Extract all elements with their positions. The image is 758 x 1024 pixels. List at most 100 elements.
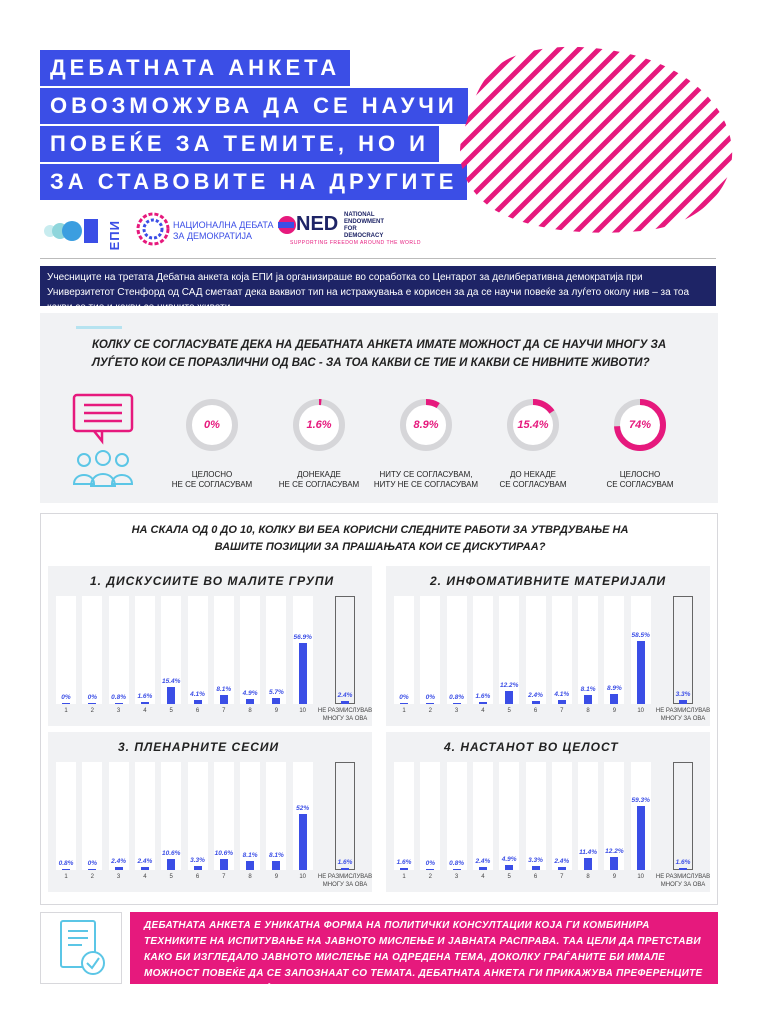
na-column <box>335 596 355 704</box>
na-tick-line2: МНОГУ ЗА ОВА <box>322 716 368 722</box>
na-tick-label: НЕ РАЗМИСЛУВАВ МНОГУ ЗА ОВА <box>315 873 375 889</box>
bar-value-label: 4.1% <box>190 690 205 698</box>
epi-logo-text: ЕПИ <box>107 220 122 251</box>
bar-value-label: 0% <box>399 693 409 701</box>
bar <box>298 813 307 870</box>
charts-title-line1: НА СКАЛА ОД 0 ДО 10, КОЛКУ ВИ БЕА КОРИСН… <box>131 524 629 536</box>
bar <box>246 698 255 704</box>
donut-value: 0% <box>204 419 220 431</box>
bar-value-label: 2.4% <box>475 858 491 866</box>
bar-value-label: 4.1% <box>554 690 570 698</box>
bar-column <box>82 596 103 704</box>
na-tick-line1: НЕ РАЗМИСЛУВАВ <box>655 874 711 880</box>
x-tick-label: 7 <box>222 874 226 880</box>
x-tick-label: 6 <box>533 874 538 880</box>
bar-value-label: 8.1% <box>268 852 284 860</box>
donut-arc <box>507 399 559 451</box>
chart-title: 3. ПЛЕНАРНИТЕ СЕСИИ <box>118 740 280 754</box>
bar <box>219 695 228 704</box>
bar-column <box>604 762 625 870</box>
bar-value-label: 4.9% <box>501 855 517 863</box>
donut-2: 1.6% <box>291 397 347 453</box>
x-tick-label: 5 <box>507 708 511 714</box>
na-value-label: 1.6% <box>337 859 353 867</box>
bar-column <box>394 762 414 870</box>
x-tick-label: 1 <box>402 708 406 714</box>
na-tick-line1: НЕ РАЗМИСЛУВАВ <box>317 874 373 880</box>
x-tick-label: 8 <box>248 708 252 714</box>
ned-full-2: ENDOWMENT <box>344 219 384 225</box>
x-tick-label: 7 <box>560 874 564 880</box>
x-tick-label: 1 <box>402 874 406 880</box>
donut-value: 74% <box>628 419 652 431</box>
bar <box>610 694 619 704</box>
bar <box>531 866 540 870</box>
bar <box>557 699 566 704</box>
na-bar <box>341 701 349 704</box>
bar-value-label: 8.1% <box>242 852 258 860</box>
bar <box>88 702 97 704</box>
bar <box>219 858 228 870</box>
national-debate-line1: НАЦИОНАЛНА ДЕБАТА <box>173 220 274 230</box>
bar-column <box>525 596 546 704</box>
x-tick-label: 8 <box>586 708 590 714</box>
x-tick-label: 2 <box>90 708 94 714</box>
bar-column <box>266 762 287 870</box>
bar <box>140 867 149 870</box>
donut-label-4: ДО НЕКАДЕ СЕ СОГЛАСУВАМ <box>478 470 588 490</box>
bar-column <box>420 762 441 870</box>
donut-track <box>186 399 238 451</box>
donut-label-1: ЦЕЛОСНО НЕ СЕ СОГЛАСУВАМ <box>157 470 267 490</box>
bar-value-label: 3.3% <box>190 857 205 865</box>
bar-value-label: 0.8% <box>449 859 464 867</box>
ned-full-4: DEMOCRACY <box>344 233 384 239</box>
donut-label-line2: СЕ СОГЛАСУВАМ <box>499 480 567 489</box>
ned-full-1: NATIONAL <box>344 212 375 218</box>
donut-value: 8.9% <box>413 419 439 431</box>
donut-4: 15.4% <box>505 397 561 453</box>
bar <box>636 640 645 704</box>
bar <box>478 867 487 870</box>
bar <box>62 702 70 704</box>
ned-tagline: SUPPORTING FREEDOM AROUND THE WORLD <box>290 240 421 246</box>
x-tick-label: 7 <box>222 708 226 714</box>
na-bar <box>341 868 349 870</box>
x-tick-label: 6 <box>195 874 200 880</box>
question-accent-line <box>76 326 122 329</box>
x-tick-label: 10 <box>299 708 307 714</box>
charts-title: НА СКАЛА ОД 0 ДО 10, КОЛКУ ВИ БЕА КОРИСН… <box>130 522 630 556</box>
na-column <box>673 762 693 870</box>
bar-column <box>108 596 129 704</box>
bar-value-label: 0% <box>61 693 71 701</box>
bar-value-label: 1.6% <box>475 693 491 701</box>
intro-text: Учесниците на третата Дебатна анкета кој… <box>40 266 716 313</box>
x-tick-label: 4 <box>481 708 485 714</box>
bar <box>557 867 566 870</box>
donut-label-5: ЦЕЛОСНО СЕ СОГЛАСУВАМ <box>585 470 695 490</box>
x-tick-label: 1 <box>64 708 68 714</box>
title-line-4: ЗА СТАВОВИТЕ НА ДРУГИТЕ <box>40 164 468 200</box>
question-text: КОЛКУ СЕ СОГЛАСУВАТЕ ДЕКА НА ДЕБАТНАТА А… <box>92 339 667 369</box>
bar <box>505 690 514 704</box>
bar <box>478 702 487 704</box>
donut-arc <box>614 399 666 451</box>
bar <box>140 702 149 704</box>
bar <box>167 687 176 704</box>
x-tick-label: 3 <box>454 874 459 880</box>
bar-column <box>551 596 572 704</box>
bar <box>246 861 255 870</box>
x-tick-label: 5 <box>169 708 173 714</box>
bar-value-label: 15.4% <box>161 678 181 686</box>
bar-column <box>578 596 599 704</box>
bar-column <box>394 596 414 704</box>
bar-value-label: 52% <box>296 804 310 812</box>
bar-column <box>213 596 234 704</box>
bar-value-label: 1.6% <box>137 693 153 701</box>
bar-value-label: 5.7% <box>268 688 284 696</box>
na-column <box>673 596 693 704</box>
bar-column <box>240 762 261 870</box>
donut-label-2: ДОНЕКАДЕ НЕ СЕ СОГЛАСУВАМ <box>264 470 374 490</box>
bar-column <box>187 596 208 704</box>
x-tick-label: 10 <box>637 708 645 714</box>
bar-column <box>266 596 287 704</box>
